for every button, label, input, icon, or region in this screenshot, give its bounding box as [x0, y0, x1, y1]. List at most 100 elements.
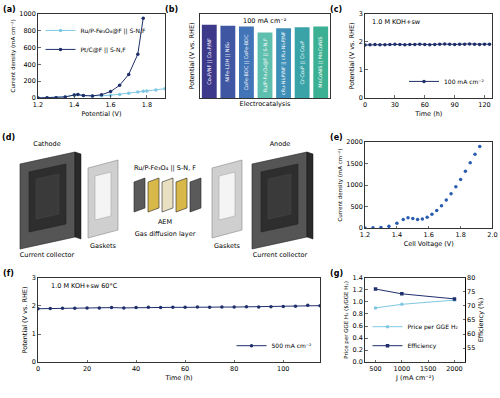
- svg-text:1500: 1500: [420, 365, 437, 373]
- svg-text:Gas diffusion layer: Gas diffusion layer: [135, 230, 196, 238]
- svg-text:3: 3: [32, 274, 36, 282]
- svg-text:0.2: 0.2: [353, 346, 363, 354]
- svg-text:1.2: 1.2: [360, 231, 370, 239]
- svg-text:65: 65: [467, 316, 475, 324]
- svg-text:0.6: 0.6: [353, 322, 363, 330]
- svg-text:Ru/P-Fe₃O₄ || S-N, F: Ru/P-Fe₃O₄ || S-N, F: [134, 164, 196, 172]
- svg-text:2000: 2000: [446, 365, 463, 373]
- svg-text:0.0: 0.0: [353, 358, 363, 366]
- svg-text:Current collector: Current collector: [20, 251, 75, 259]
- svg-text:cRu-Ni₂P/NF || cRu-Ni₂P/NF: cRu-Ni₂P/NF || cRu-Ni₂P/NF: [280, 31, 287, 95]
- svg-text:3: 3: [359, 10, 363, 18]
- svg-text:1.0 M KOH+sw 60°C: 1.0 M KOH+sw 60°C: [51, 282, 118, 290]
- svg-text:500: 500: [350, 203, 362, 211]
- svg-text:0: 0: [359, 224, 363, 232]
- svg-text:1.6: 1.6: [105, 101, 115, 109]
- svg-text:500: 500: [369, 365, 381, 373]
- svg-text:100: 100: [277, 365, 289, 373]
- svg-text:0: 0: [36, 365, 40, 373]
- svg-text:55: 55: [467, 344, 475, 352]
- svg-text:(a): (a): [3, 5, 16, 14]
- svg-text:1.4: 1.4: [353, 274, 363, 282]
- svg-text:0: 0: [32, 94, 36, 102]
- svg-text:1.8: 1.8: [455, 231, 465, 239]
- svg-text:2: 2: [32, 302, 36, 310]
- svg-text:Cathode: Cathode: [33, 140, 60, 148]
- svg-text:Current density (mA cm⁻²): Current density (mA cm⁻²): [10, 19, 17, 92]
- svg-text:0.4: 0.4: [353, 334, 363, 342]
- svg-text:60: 60: [467, 330, 475, 338]
- svg-text:1.0: 1.0: [353, 298, 363, 306]
- svg-text:0: 0: [359, 94, 363, 102]
- svg-text:0: 0: [32, 358, 36, 366]
- svg-text:600: 600: [23, 44, 35, 52]
- svg-text:Potential (V vs. RHE): Potential (V vs. RHE): [348, 22, 356, 89]
- svg-text:Potential (V vs. RHE): Potential (V vs. RHE): [21, 286, 29, 353]
- svg-text:1000: 1000: [19, 10, 36, 18]
- svg-text:1.2: 1.2: [353, 286, 363, 294]
- svg-text:Cell Voltage (V): Cell Voltage (V): [404, 240, 454, 248]
- svg-text:1.0 M KOH+sw: 1.0 M KOH+sw: [372, 18, 421, 26]
- svg-text:100 mA cm⁻²: 100 mA cm⁻²: [243, 17, 287, 25]
- svg-text:1.2: 1.2: [33, 101, 43, 109]
- svg-text:(b): (b): [165, 5, 178, 14]
- svg-text:(d): (d): [2, 133, 15, 142]
- svg-text:Price per GGE H₂: Price per GGE H₂: [408, 323, 459, 331]
- svg-text:1.8: 1.8: [142, 101, 152, 109]
- svg-text:CoₓP/NF || CoₓP/NF: CoₓP/NF || CoₓP/NF: [206, 38, 213, 85]
- svg-text:(f): (f): [3, 269, 14, 278]
- svg-text:Gaskets: Gaskets: [214, 242, 240, 250]
- svg-text:100 mA cm⁻²: 100 mA cm⁻²: [444, 78, 485, 85]
- svg-text:Pt/C@F || S-N,F: Pt/C@F || S-N,F: [81, 46, 127, 54]
- svg-text:AEM: AEM: [158, 218, 172, 226]
- svg-text:0: 0: [363, 101, 367, 109]
- svg-text:MnCoNiS || MnCoNiS: MnCoNiS || MnCoNiS: [317, 37, 324, 88]
- svg-text:1: 1: [32, 330, 36, 338]
- svg-text:CoFe-BDC || CoFe-BDC: CoFe-BDC || CoFe-BDC: [243, 34, 250, 90]
- svg-text:(c): (c): [330, 5, 342, 14]
- svg-text:2000: 2000: [346, 138, 363, 146]
- svg-text:2: 2: [359, 38, 363, 46]
- svg-text:30: 30: [391, 101, 399, 109]
- svg-text:Potential (V): Potential (V): [81, 110, 121, 118]
- svg-text:NiFe-LDH || NiS₂: NiFe-LDH || NiS₂: [224, 42, 231, 82]
- svg-text:0.8: 0.8: [353, 310, 363, 318]
- svg-text:90: 90: [451, 101, 459, 109]
- svg-text:J (mA cm⁻²): J (mA cm⁻²): [395, 374, 434, 382]
- svg-text:Price per GGE H₂ ($/GGE H₂): Price per GGE H₂ ($/GGE H₂): [343, 281, 350, 359]
- svg-text:120: 120: [478, 101, 490, 109]
- svg-text:Ru/P-Fe₃O₄@F || S-N,F: Ru/P-Fe₃O₄@F || S-N,F: [262, 38, 269, 92]
- svg-text:Gaskets: Gaskets: [90, 242, 116, 250]
- svg-text:1: 1: [359, 66, 363, 74]
- svg-text:75: 75: [467, 288, 475, 296]
- svg-text:Current collector: Current collector: [253, 251, 308, 259]
- svg-text:Electrocatalysis: Electrocatalysis: [240, 100, 291, 108]
- svg-text:Cr-Co₂P || Cr-Co₂P: Cr-Co₂P || Cr-Co₂P: [299, 41, 306, 85]
- svg-text:Efficiency (%): Efficiency (%): [477, 298, 485, 343]
- svg-text:70: 70: [467, 302, 475, 310]
- svg-text:Efficiency: Efficiency: [408, 342, 437, 350]
- svg-text:1.4: 1.4: [392, 231, 402, 239]
- svg-text:1500: 1500: [346, 160, 363, 168]
- svg-text:2.0: 2.0: [487, 231, 497, 239]
- svg-text:500 mA cm⁻²: 500 mA cm⁻²: [272, 342, 313, 349]
- svg-text:800: 800: [23, 27, 35, 35]
- svg-text:1000: 1000: [346, 181, 363, 189]
- svg-text:80: 80: [230, 365, 238, 373]
- svg-text:60: 60: [181, 365, 189, 373]
- svg-text:1000: 1000: [394, 365, 411, 373]
- svg-text:1.6: 1.6: [424, 231, 434, 239]
- svg-text:Current density (mA cm⁻²): Current density (mA cm⁻²): [337, 149, 344, 222]
- svg-text:Time (h): Time (h): [414, 110, 442, 118]
- svg-text:60: 60: [421, 101, 429, 109]
- svg-text:40: 40: [132, 365, 140, 373]
- svg-text:Potential (V vs. RHE): Potential (V vs. RHE): [188, 22, 196, 89]
- svg-text:1.4: 1.4: [69, 101, 79, 109]
- svg-text:20: 20: [83, 365, 91, 373]
- svg-text:Time (h): Time (h): [164, 374, 192, 382]
- svg-text:(g): (g): [330, 269, 343, 278]
- svg-text:200: 200: [23, 77, 35, 85]
- svg-text:80: 80: [467, 274, 475, 282]
- svg-text:Anode: Anode: [270, 140, 291, 148]
- svg-text:Ru/P-Fe₃O₄@F || S-N,F: Ru/P-Fe₃O₄@F || S-N,F: [81, 27, 146, 35]
